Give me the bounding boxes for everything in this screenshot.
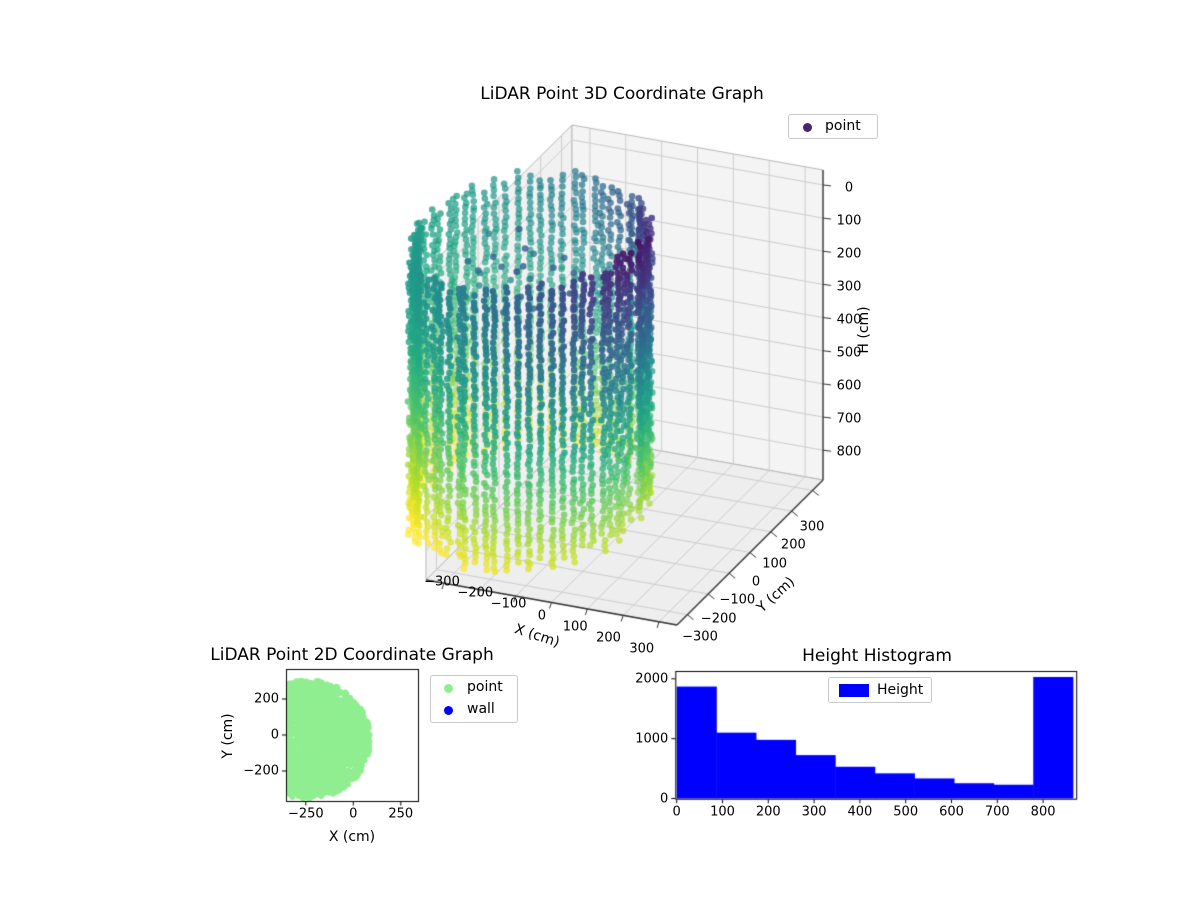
hist-x-tick-label: 800 [1030, 804, 1056, 820]
hist-x-tick-label: 100 [710, 804, 735, 820]
plot3d-h-tick-label: 600 [836, 378, 862, 394]
hist-x-tick-label: 700 [984, 804, 1010, 820]
hist-title: Height Histogram [802, 646, 952, 666]
plot3d-h-tick-label: 500 [836, 345, 862, 361]
hist-y-tick-label: 1000 [635, 731, 669, 747]
hist-legend: Height [828, 677, 932, 703]
plot3d-x-tick-label: 200 [596, 630, 621, 646]
plot3d-y-tick-label: −300 [682, 629, 718, 645]
plot3d-h-tick-label: 200 [836, 246, 862, 262]
plot3d-x-tick-label: 300 [629, 641, 655, 657]
plot3d-x-tick-label: 100 [562, 619, 588, 635]
hist-y-tick-label: 2000 [635, 671, 669, 687]
plot2d-x-axis-label: X (cm) [328, 829, 376, 845]
plot3d-h-tick-label: 100 [836, 213, 862, 229]
plot2d-legend: point wall [430, 675, 518, 723]
hist-x-tick-label: 300 [801, 804, 827, 820]
plot3d-h-tick-label: 300 [836, 279, 862, 295]
height-patch-icon [839, 684, 869, 697]
plot2d-y-tick-label: −200 [243, 763, 279, 779]
plot3d-legend-label: point [825, 118, 861, 134]
plot3d-x-tick-label: −200 [457, 585, 494, 601]
plot3d-y-tick-label: 300 [799, 519, 825, 535]
plot3d-x-tick-label: −100 [490, 596, 527, 612]
plot3d-y-tick-label: 100 [762, 556, 788, 572]
hist-x-tick-label: 400 [847, 804, 873, 820]
plot2d-y-axis-label: Y (cm) [220, 713, 236, 759]
hist-x-tick-label: 600 [939, 804, 964, 820]
plot2d-title: LiDAR Point 2D Coordinate Graph [210, 645, 494, 665]
plot3d-x-tick-label: −300 [424, 574, 460, 590]
plot2d-x-tick-label: 0 [349, 806, 358, 822]
wall-marker-icon [444, 706, 453, 715]
hist-x-tick-label: 200 [755, 804, 781, 820]
plot2d-y-tick-label: 200 [254, 691, 279, 707]
plot3d-y-tick-label: 0 [751, 574, 761, 590]
point-marker-icon [803, 123, 812, 132]
plot2d-legend-label-point: point [467, 679, 503, 695]
plot2d-legend-label-wall: wall [467, 701, 495, 717]
plot3d-h-tick-label: 0 [844, 180, 854, 196]
plot3d-y-tick-label: −100 [719, 592, 756, 608]
plot3d-y-tick-label: 200 [780, 537, 806, 553]
plot3d-y-tick-label: −200 [700, 611, 737, 627]
hist-x-tick-label: 500 [893, 804, 919, 820]
plot2d-y-tick-label: 0 [270, 727, 279, 743]
plot3d-x-tick-label: 0 [537, 608, 547, 624]
plot3d-h-tick-label: 700 [836, 411, 862, 427]
plot2d-x-tick-label: 250 [388, 806, 414, 822]
plot3d-h-tick-label: 800 [836, 444, 862, 460]
plot3d-title: LiDAR Point 3D Coordinate Graph [480, 84, 764, 104]
hist-legend-label: Height [877, 682, 924, 698]
point-marker-icon [444, 684, 453, 693]
plot2d-x-tick-label: −250 [287, 806, 324, 822]
hist-x-tick-label: 0 [672, 804, 681, 820]
hist-y-tick-label: 0 [660, 791, 669, 806]
plot3d-legend: point [788, 114, 878, 139]
plot3d-h-tick-label: 400 [836, 312, 862, 328]
